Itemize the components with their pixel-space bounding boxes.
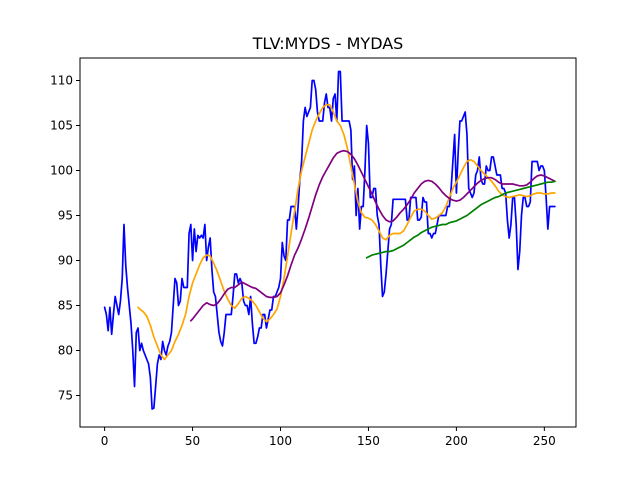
y-tick-label: 100 (50, 164, 73, 178)
x-tick-label: 200 (445, 434, 468, 448)
x-tick-label: 100 (269, 434, 292, 448)
series-line-3 (189, 149, 556, 322)
y-tick-label: 80 (58, 344, 73, 358)
y-tick-label: 75 (58, 389, 73, 403)
x-tick-label: 50 (185, 434, 200, 448)
chart-title: TLV:MYDS - MYDAS (252, 34, 404, 53)
plot-frame (79, 57, 577, 428)
series-layer (103, 70, 556, 410)
y-tick-label: 90 (58, 254, 73, 268)
x-tick-label: 0 (101, 434, 109, 448)
y-tick-label: 105 (50, 119, 73, 133)
series-line-4 (365, 180, 556, 259)
y-tick-label: 85 (58, 299, 73, 313)
y-axis: 75 80 85 90 95 100 105 110 (50, 74, 80, 403)
x-tick-label: 250 (533, 434, 556, 448)
x-axis: 0 50 100 150 200 250 (101, 427, 556, 448)
y-tick-label: 110 (50, 74, 73, 88)
series-line-2 (137, 103, 556, 361)
series-line-1 (103, 70, 556, 410)
x-tick-label: 150 (357, 434, 380, 448)
y-tick-label: 95 (58, 209, 73, 223)
